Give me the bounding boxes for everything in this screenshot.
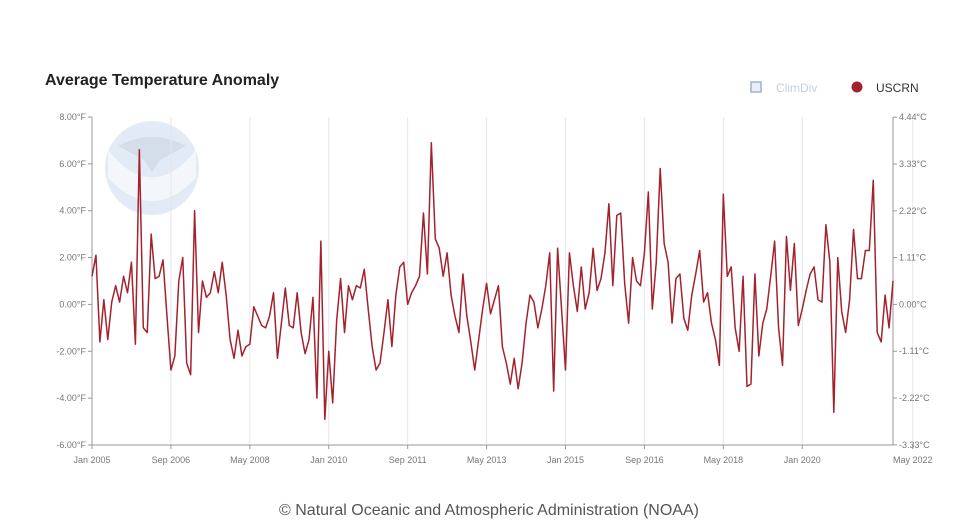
legend-item-uscrn[interactable]: USCRN — [851, 81, 919, 95]
right-axis-tick-label: -1.11°C — [899, 346, 929, 356]
x-axis-tick-label: Sep 2006 — [152, 455, 191, 465]
x-axis-tick-label: Sep 2016 — [625, 455, 664, 465]
climdiv-legend-marker — [750, 81, 762, 93]
legend: ClimDiv USCRN — [750, 81, 919, 95]
right-axis-tick-label: 2.22°C — [899, 206, 927, 216]
left-axis-tick-label: 2.00°F — [59, 253, 86, 263]
x-axis: Jan 2005 Sep 2006 May 2008 Jan 2010 Sep 2011… — [73, 444, 933, 465]
x-axis-tick-label: Jan 2010 — [310, 455, 347, 465]
left-axis-fahrenheit: 8.00°F 6.00°F 4.00°F 2.00°F 0.00°F -2.00°F -4.… — [56, 112, 93, 450]
left-axis-tick-label: 4.00°F — [59, 206, 86, 216]
left-axis-tick-label: 8.00°F — [59, 112, 86, 122]
uscrn-series-line — [91, 142, 894, 420]
copyright-credit: © Natural Oceanic and Atmospheric Admini… — [279, 502, 699, 519]
x-axis-tick-label: May 2008 — [230, 455, 270, 465]
right-axis-tick-label: 3.33°C — [899, 159, 927, 169]
right-axis-tick-label: 0.00°C — [899, 299, 927, 309]
climdiv-legend-label: ClimDiv — [776, 81, 817, 95]
x-axis-tick-label: Jan 2020 — [784, 455, 821, 465]
x-axis-tick-label: May 2018 — [704, 455, 744, 465]
uscrn-legend-label: USCRN — [876, 81, 919, 95]
right-axis-tick-label: -3.33°C — [899, 440, 930, 450]
left-axis-tick-label: 6.00°F — [59, 159, 86, 169]
chart-title: Average Temperature Anomaly — [45, 72, 279, 89]
x-axis-tick-label: May 2013 — [467, 455, 507, 465]
left-axis-tick-label: -6.00°F — [56, 440, 86, 450]
right-axis-tick-label: 4.44°C — [899, 112, 927, 122]
legend-item-climdiv[interactable]: ClimDiv — [750, 81, 817, 95]
x-axis-tick-label: Sep 2011 — [389, 455, 427, 465]
right-axis-tick-label: -2.22°C — [899, 393, 930, 403]
x-axis-tick-label: Jan 2015 — [547, 455, 584, 465]
right-axis-tick-label: 1.11°C — [899, 253, 926, 263]
vertical-gridlines — [170, 117, 914, 445]
x-axis-tick-label: Jan 2005 — [73, 455, 110, 465]
noaa-logo-watermark — [105, 121, 199, 215]
left-axis-tick-label: 0.00°F — [59, 299, 86, 309]
uscrn-legend-marker — [851, 81, 863, 93]
right-axis-celsius: 4.44°C 3.33°C 2.22°C 1.11°C 0.00°C -1.11°C -2.… — [892, 112, 930, 450]
series-layer — [91, 142, 894, 420]
left-axis-tick-label: -2.00°F — [56, 346, 86, 356]
x-axis-tick-label: May 2022 — [893, 455, 933, 465]
left-axis-tick-label: -4.00°F — [56, 393, 86, 403]
